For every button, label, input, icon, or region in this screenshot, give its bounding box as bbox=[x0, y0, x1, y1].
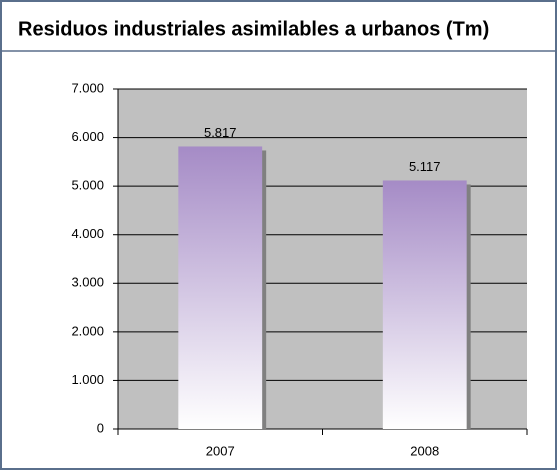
y-tick-label: 6.000 bbox=[71, 129, 104, 144]
x-tick-label: 2008 bbox=[410, 443, 439, 458]
y-tick-label: 4.000 bbox=[71, 226, 104, 241]
y-tick-label: 0 bbox=[97, 420, 104, 435]
data-label: 5.117 bbox=[409, 159, 441, 174]
y-tick-label: 1.000 bbox=[71, 372, 104, 387]
chart-title: Residuos industriales asimilables a urba… bbox=[18, 18, 489, 40]
bar bbox=[382, 180, 467, 429]
y-tick-label: 3.000 bbox=[71, 275, 104, 290]
data-label: 5.817 bbox=[204, 125, 237, 140]
y-tick-label: 2.000 bbox=[71, 323, 104, 338]
y-tick-label: 7.000 bbox=[71, 80, 104, 95]
y-tick-label: 5.000 bbox=[71, 178, 104, 193]
x-tick-label: 2007 bbox=[206, 443, 235, 458]
bar bbox=[178, 146, 263, 429]
